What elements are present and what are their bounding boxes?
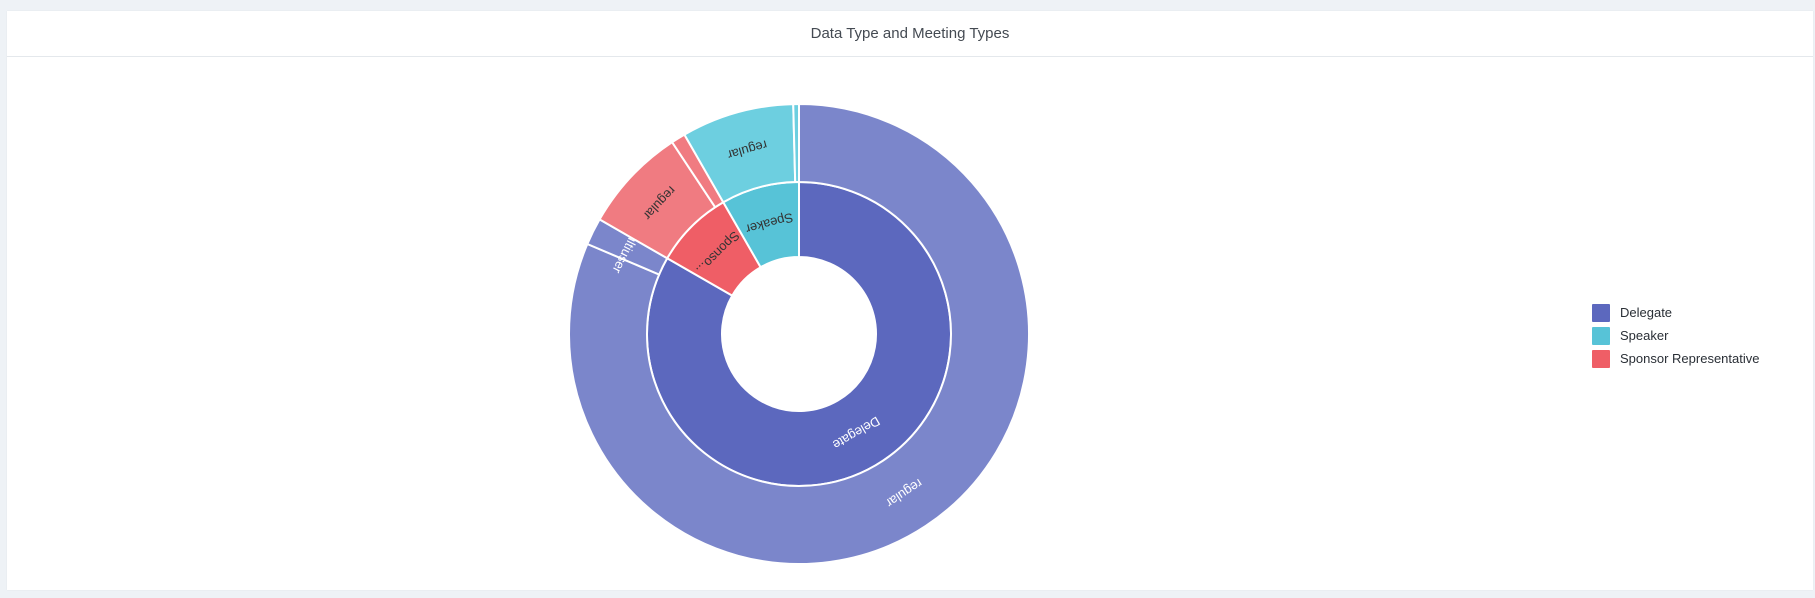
legend-item-speaker[interactable]: Speaker <box>1592 324 1759 347</box>
legend-swatch-speaker <box>1592 326 1610 345</box>
outer-slice-delegate-regular[interactable] <box>568 102 1030 565</box>
sunburst-chart[interactable]: regularmultiuserregularregularDelegateSp… <box>7 57 1813 590</box>
legend: Delegate Speaker Sponsor Representative <box>1592 301 1759 370</box>
chart-area: regular multiuser regular regular Delegate Sp… <box>7 57 1813 590</box>
legend-swatch-sponsor-representative <box>1592 349 1610 368</box>
card-header: Data Type and Meeting Types <box>7 11 1813 57</box>
legend-item-delegate[interactable]: Delegate <box>1592 301 1759 324</box>
chart-title: Data Type and Meeting Types <box>810 25 1010 42</box>
legend-label-delegate: Delegate <box>1620 305 1673 320</box>
legend-label-speaker: Speaker <box>1620 328 1669 343</box>
legend-item-sponsor-representative[interactable]: Sponsor Representative <box>1592 347 1759 370</box>
legend-swatch-delegate <box>1592 303 1610 322</box>
chart-card: Data Type and Meeting Types regular multi… <box>7 11 1813 590</box>
outer-slice-speaker-item-1[interactable] <box>792 102 800 184</box>
legend-label-sponsor-representative: Sponsor Representative <box>1620 351 1760 366</box>
